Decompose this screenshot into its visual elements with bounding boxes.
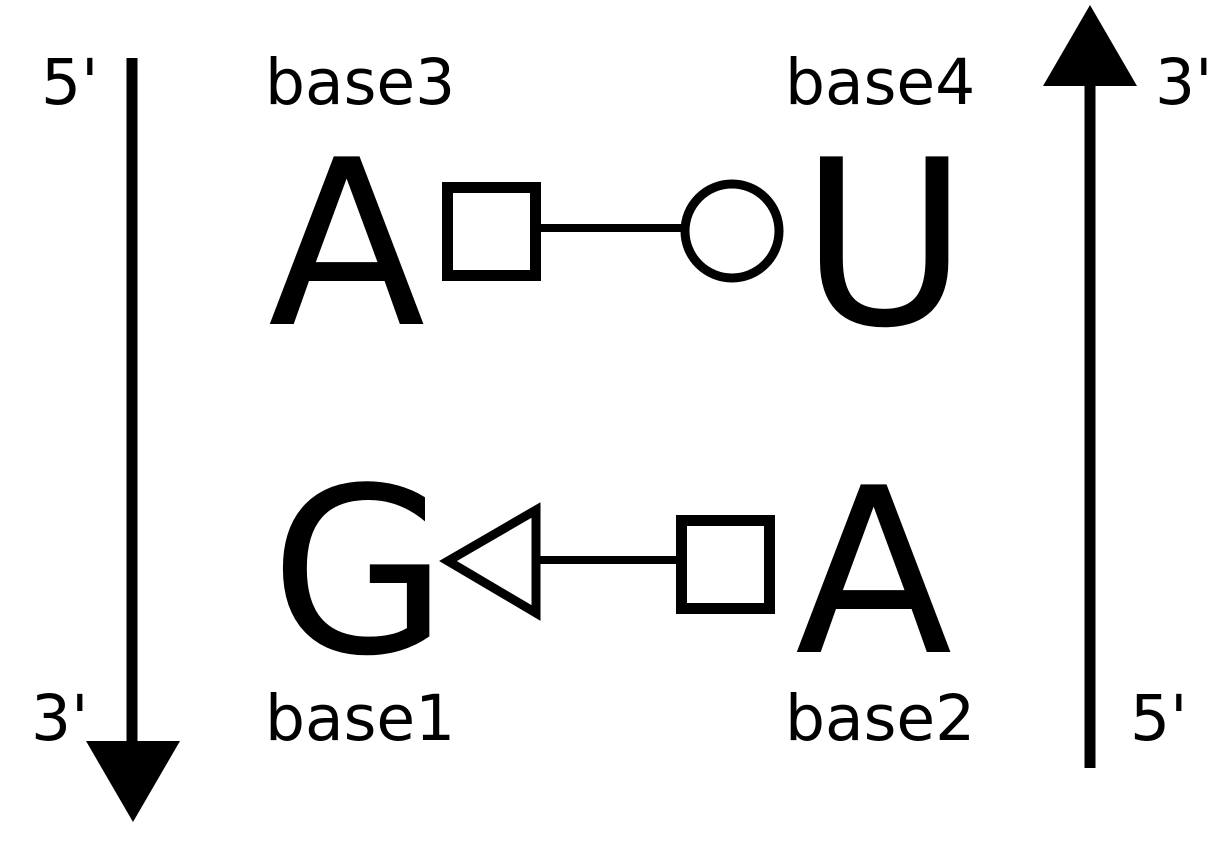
left-strand-bottom-end-label: 3' [31,682,88,755]
right-strand-top-end-label: 3' [1155,46,1212,119]
base2-label: base2 [785,682,975,755]
right-strand-arrowhead [1043,5,1137,86]
top-pair-square-symbol [442,182,541,281]
bottom-right-base: A [795,440,952,707]
bottom-pair-square-symbol [676,515,775,614]
right-strand-arrow [1043,5,1137,768]
base1-label: base1 [265,682,455,755]
top-right-base: U [800,112,968,379]
left-strand-arrow [86,58,180,822]
bottom-pair-triangle-symbol [439,502,541,621]
right-strand-bottom-end-label: 5' [1130,682,1187,755]
top-pair-interaction [442,179,784,283]
base3-label: base3 [265,46,455,119]
top-left-base: A [268,112,425,379]
bottom-left-base: G [270,440,448,707]
left-strand-arrowhead [86,741,180,822]
bottom-pair-interaction [439,502,775,621]
base4-label: base4 [785,46,975,119]
top-pair-circle-symbol [680,179,784,283]
left-strand-top-end-label: 5' [41,46,98,119]
